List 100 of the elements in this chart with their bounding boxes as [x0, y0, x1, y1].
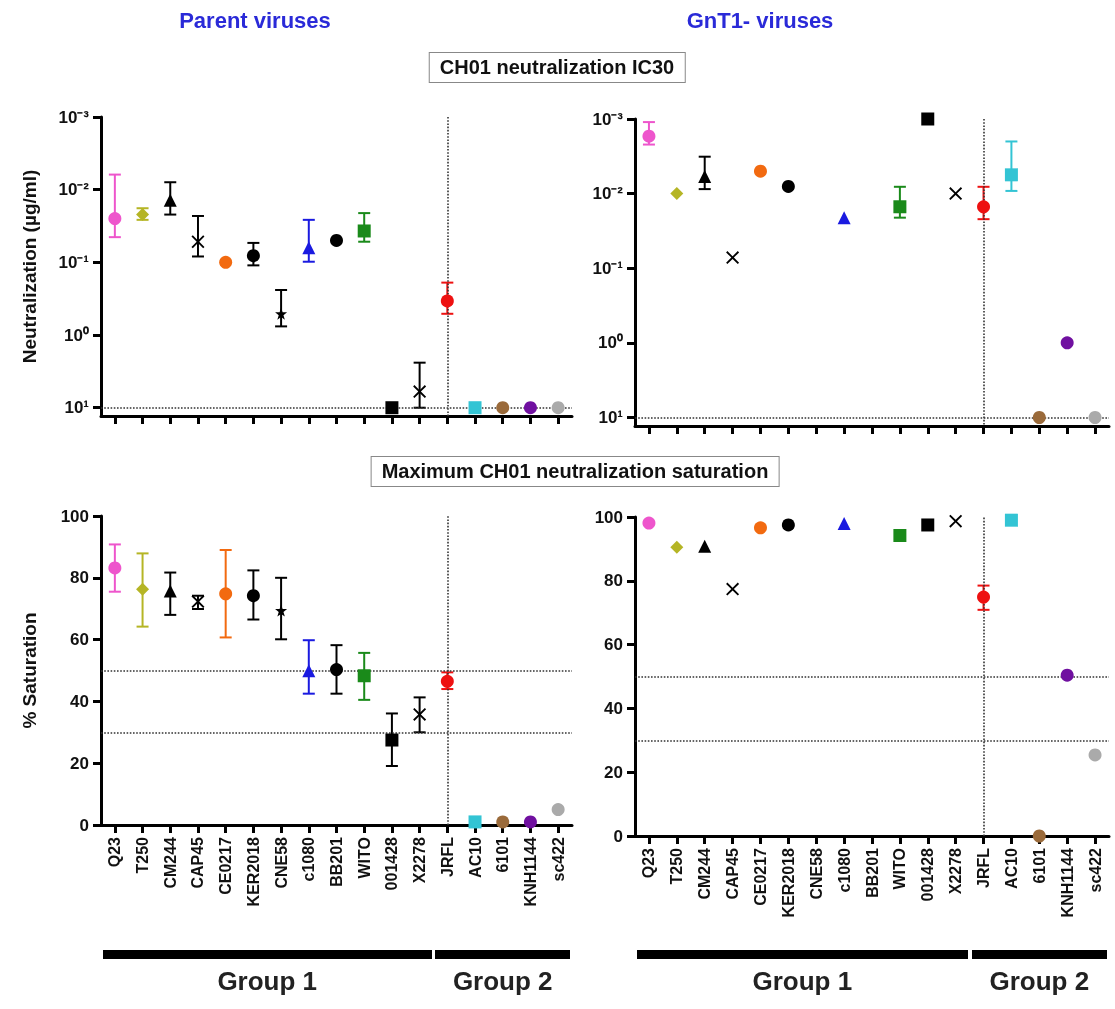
- x-tick-label: JRFL: [438, 836, 456, 877]
- y-tick-label: 10⁻¹: [58, 252, 90, 272]
- x-tick-label: CAP45: [724, 847, 742, 900]
- x-tick-label: WITO: [891, 848, 909, 890]
- point: [523, 401, 537, 415]
- x-tick-label: c1080: [300, 836, 318, 882]
- y-tick-label: 10⁻³: [592, 109, 624, 129]
- x-tick-label: CNE58: [807, 847, 825, 900]
- point: [642, 129, 656, 143]
- point: [893, 200, 907, 214]
- point: [385, 733, 399, 747]
- point: [440, 294, 454, 308]
- text: Group 2: [989, 966, 1090, 997]
- y-axis-title: Neutralization (µg/ml): [19, 169, 40, 364]
- point: [191, 235, 205, 249]
- point: [949, 514, 963, 528]
- y-tick-label: 60: [604, 635, 623, 655]
- point: [275, 604, 288, 617]
- point: [330, 233, 343, 247]
- x-tick-label: JRFL: [975, 847, 993, 888]
- point: [1032, 829, 1046, 843]
- x-tick-label: WITO: [355, 837, 373, 879]
- y-tick-label: 10⁻²: [592, 184, 624, 204]
- point: [219, 255, 233, 269]
- point: [921, 112, 935, 126]
- point: [977, 590, 991, 604]
- point: [837, 516, 851, 530]
- point: [781, 179, 795, 193]
- x-tick-label: CM244: [696, 847, 714, 900]
- y-tick-label: 100: [60, 506, 89, 526]
- point: [753, 521, 767, 535]
- y-tick-label: 10⁻¹: [592, 258, 624, 278]
- point: [302, 664, 316, 678]
- x-tick-label: 001428: [383, 836, 401, 891]
- x-tick-label: CE0217: [217, 836, 235, 895]
- y-tick-label: 10¹: [64, 398, 90, 418]
- point: [136, 582, 150, 596]
- x-tick-label: CM244: [161, 836, 179, 889]
- x-tick-label: AC10: [1002, 847, 1020, 889]
- point: [385, 401, 399, 415]
- point: [1088, 411, 1102, 424]
- point: [468, 815, 482, 829]
- x-tick-label: KNH1144: [521, 836, 539, 907]
- y-tick-label: 40: [70, 691, 89, 711]
- point: [302, 241, 316, 255]
- y-tick-label: 10⁻³: [58, 107, 90, 127]
- x-tick-label: CNE58: [272, 836, 290, 889]
- point: [837, 211, 851, 225]
- text: Group 1: [217, 966, 318, 997]
- point: [496, 815, 510, 829]
- point: [163, 193, 177, 207]
- point: [893, 529, 907, 542]
- x-tick-label: BB201: [863, 847, 881, 898]
- point: [246, 589, 260, 603]
- point: [108, 212, 122, 226]
- point: [468, 401, 482, 415]
- y-tick-label: 10⁰: [64, 325, 89, 345]
- y-tick-label: 60: [70, 630, 89, 650]
- point: [670, 187, 684, 201]
- y-tick-label: 0: [613, 826, 623, 846]
- x-tick-label: c1080: [835, 847, 853, 893]
- x-tick-label: KER2018: [779, 847, 797, 918]
- point: [108, 561, 122, 575]
- point: [330, 663, 343, 677]
- y-tick-label: 20: [70, 753, 89, 773]
- point: [1088, 748, 1102, 762]
- point: [523, 815, 537, 829]
- point: [551, 803, 565, 817]
- point: [781, 518, 795, 532]
- x-tick-label: 001428: [919, 847, 937, 902]
- point: [219, 587, 233, 601]
- x-tick-label: CAP45: [189, 836, 207, 889]
- point: [921, 518, 935, 532]
- y-tick-label: 20: [604, 762, 623, 782]
- point: [413, 385, 427, 399]
- x-tick-label: CE0217: [751, 847, 769, 906]
- x-tick-label: KNH1144: [1058, 847, 1076, 918]
- y-tick-label: 10⁻²: [58, 180, 90, 200]
- y-tick-label: 40: [604, 698, 623, 718]
- point: [1004, 513, 1018, 527]
- chart-subtitle: Maximum CH01 neutralization saturation: [370, 456, 780, 487]
- x-tick-label: T250: [668, 847, 686, 885]
- x-tick-label: X2278: [947, 847, 965, 895]
- x-tick-label: T250: [134, 836, 152, 874]
- point: [1060, 668, 1074, 682]
- point: [698, 539, 712, 553]
- chart-title: GnT1- viruses: [686, 8, 834, 34]
- x-tick-label: 6101: [494, 836, 512, 873]
- y-axis-title: % Saturation: [19, 612, 40, 729]
- point: [246, 249, 260, 263]
- y-tick-label: 100: [594, 507, 623, 527]
- chart-subtitle: CH01 neutralization IC30: [428, 52, 686, 83]
- x-tick-label: Q23: [106, 836, 124, 868]
- point: [551, 401, 565, 415]
- point: [413, 707, 427, 721]
- y-tick-label: 0: [79, 815, 89, 835]
- point: [357, 669, 371, 683]
- point: [357, 224, 371, 238]
- point: [642, 516, 656, 530]
- text: Group 2: [452, 966, 553, 997]
